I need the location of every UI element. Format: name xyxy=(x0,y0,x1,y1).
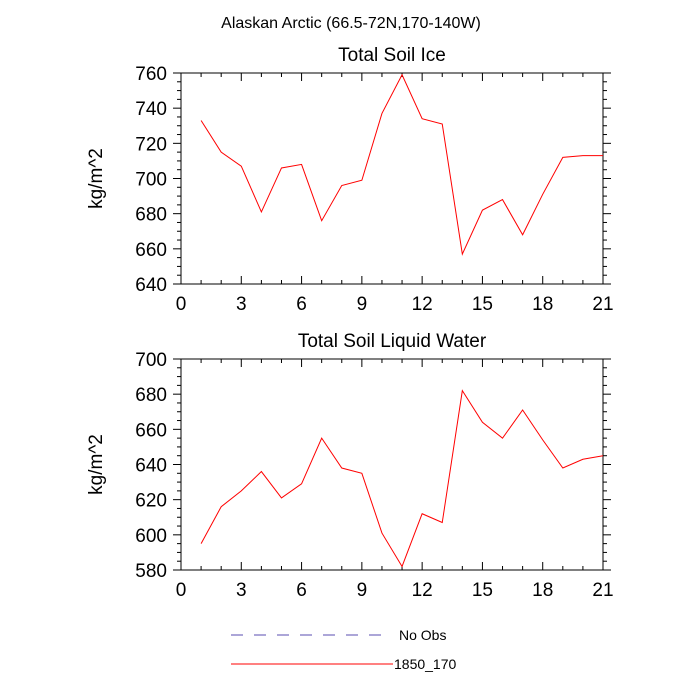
x-tick-label: 9 xyxy=(357,294,368,315)
plot-area: Total Soil Ice 0 3 6 9 12 15 18 21 640 660 680 700 72… xyxy=(86,45,614,601)
plot-frame xyxy=(180,72,604,285)
x-tick-label: 12 xyxy=(412,580,433,601)
series-line-1850_170 xyxy=(200,389,604,568)
chart-title: Total Soil Liquid Water xyxy=(298,331,487,352)
y-tick-label: 640 xyxy=(135,456,167,477)
legend-label: 1850_170 xyxy=(394,656,457,672)
y-tick-label: 760 xyxy=(135,64,167,85)
chart-title: Total Soil Ice xyxy=(338,45,446,66)
x-tick-label: 0 xyxy=(176,580,187,601)
x-tick-label: 6 xyxy=(296,294,307,315)
legend-item-2: 1850_170 xyxy=(231,656,457,672)
legend: No Obs 1850_170 xyxy=(231,627,457,672)
x-tick-label: 15 xyxy=(472,580,493,601)
y-tick-label: 700 xyxy=(135,350,167,371)
x-tick-label: 3 xyxy=(236,294,247,315)
y-tick-label: 620 xyxy=(135,491,167,512)
y-axis-label: kg/m^2 xyxy=(86,434,107,495)
y-tick-label: 640 xyxy=(135,275,167,296)
chart-panel-2: Total Soil Liquid Water 0 3 6 9 12 15 18 21 580 60… xyxy=(86,331,614,601)
series-line-1850_170 xyxy=(200,73,603,256)
y-tick-label: 660 xyxy=(135,420,167,441)
x-tick-label: 18 xyxy=(532,580,553,601)
chart-panel-1: Total Soil Ice 0 3 6 9 12 15 18 21 640 660 680 700 72… xyxy=(86,45,614,315)
legend-label: No Obs xyxy=(399,627,446,643)
x-tick-label: 21 xyxy=(592,294,613,315)
x-tick-label: 6 xyxy=(296,580,307,601)
legend-item-1: No Obs xyxy=(231,627,446,643)
x-tick-label: 18 xyxy=(532,294,553,315)
x-tick-label: 12 xyxy=(412,294,433,315)
x-tick-label: 0 xyxy=(176,294,187,315)
x-tick-label: 9 xyxy=(357,580,368,601)
y-tick-label: 680 xyxy=(135,385,167,406)
plot-frame xyxy=(180,358,604,571)
y-tick-label: 740 xyxy=(135,99,167,120)
figure-title: Alaskan Arctic (66.5-72N,170-140W) xyxy=(221,15,481,32)
y-tick-label: 700 xyxy=(135,170,167,191)
x-tick-label: 21 xyxy=(592,580,613,601)
x-tick-label: 3 xyxy=(236,580,247,601)
y-axis-label: kg/m^2 xyxy=(86,148,107,209)
y-tick-label: 720 xyxy=(135,134,167,155)
y-tick-label: 580 xyxy=(135,561,167,582)
x-tick-label: 15 xyxy=(472,294,493,315)
y-tick-label: 680 xyxy=(135,205,167,226)
y-tick-label: 600 xyxy=(135,526,167,547)
y-tick-label: 660 xyxy=(135,240,167,261)
